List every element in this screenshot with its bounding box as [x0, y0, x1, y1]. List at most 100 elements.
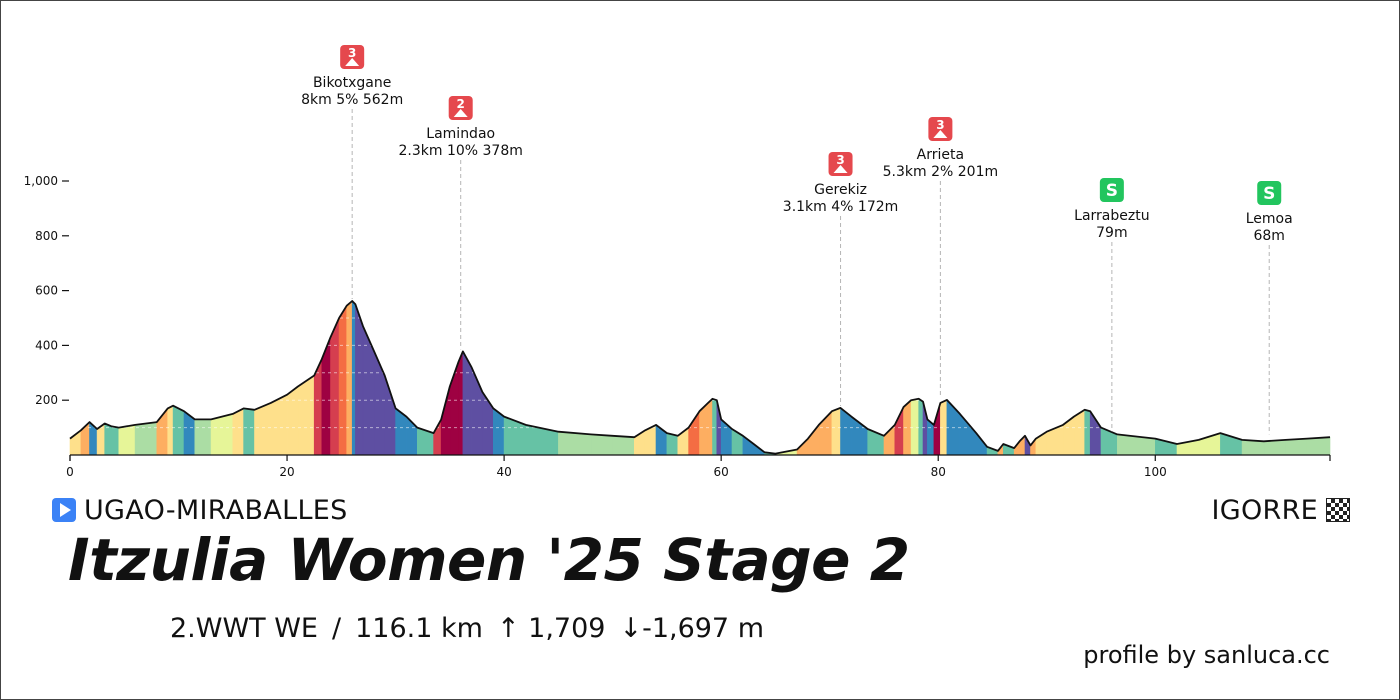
profile-segment — [330, 317, 340, 456]
race-class: 2.WWT WE — [170, 613, 318, 644]
profile-segment — [807, 424, 820, 456]
profile-segment — [194, 419, 212, 456]
profile-segment — [286, 385, 299, 456]
profile-segment — [831, 407, 841, 456]
profile-segment — [167, 405, 174, 456]
stats-separator: / — [332, 613, 342, 644]
climb-stats: 5.3km 2% 201m — [883, 164, 998, 180]
profile-segment — [270, 394, 288, 456]
climb-name: Lemoa — [1246, 211, 1293, 227]
profile-credit: profile by sanluca.cc — [1083, 641, 1330, 669]
climb-category-label: S — [1263, 184, 1275, 204]
y-tick-label: 1,000 — [24, 174, 58, 188]
start-label: UGAO-MIRABALLES — [84, 494, 348, 526]
mountain-icon — [345, 58, 360, 66]
profile-segment — [959, 413, 977, 456]
profile-segment — [1046, 424, 1064, 456]
climb-category-label: 3 — [348, 46, 356, 60]
mountain-icon — [453, 109, 468, 117]
climb-name: Bikotxgane — [313, 75, 391, 91]
climb-name: Lamindao — [426, 126, 495, 142]
profile-segment — [373, 350, 386, 456]
climb-category-label: 3 — [836, 153, 844, 167]
y-tick-label: 800 — [35, 229, 58, 243]
profile-segment — [1285, 438, 1308, 456]
profile-segment — [351, 300, 356, 456]
climb-name: Larrabeztu — [1074, 208, 1149, 224]
x-tick-label: 40 — [496, 465, 511, 479]
profile-segment — [1241, 439, 1265, 456]
profile-segment — [933, 402, 941, 456]
profile-segment — [458, 351, 464, 456]
climb-category-badge — [448, 96, 473, 120]
profile-segment — [118, 424, 136, 456]
climb-name: Arrieta — [917, 147, 964, 163]
profile-segment — [384, 375, 396, 456]
axes: 0 20 40 60 80 100 200 400 600 800 1,000 — [24, 174, 1331, 479]
profile-segment — [666, 432, 679, 456]
profile-segment — [590, 434, 613, 456]
profile-segment — [110, 425, 120, 456]
stage-stats: 2.WWT WE / 116.1 km ↑ 1,709 ↓-1,697 m — [170, 613, 764, 644]
climb-category-badge — [1099, 178, 1124, 202]
climb-stats: 79m — [1096, 225, 1127, 241]
finish-label: IGORRE — [1211, 494, 1318, 526]
climb-category-label: S — [1106, 181, 1118, 201]
checkered-flag-icon — [1326, 498, 1350, 522]
stage-title: Itzulia Women '25 Stage 2 — [68, 526, 910, 594]
climb-category-badge — [928, 117, 953, 141]
climb-category-label: 2 — [457, 97, 465, 111]
x-tick-label: 80 — [931, 465, 946, 479]
y-tick-label: 400 — [35, 338, 58, 352]
profile-segment — [104, 423, 112, 456]
profile-segment — [525, 424, 559, 456]
mountain-icon — [933, 130, 948, 138]
elevation-outline — [69, 300, 1331, 455]
profile-segment — [1084, 409, 1091, 456]
profile-segment — [688, 410, 700, 456]
x-tick-label: 60 — [714, 465, 729, 479]
profile-segment — [338, 304, 348, 456]
profile-segment — [712, 398, 718, 456]
profile-segment — [346, 300, 353, 456]
profile-segment — [440, 386, 451, 456]
profile-segment — [172, 405, 185, 456]
climb-category-badge — [1257, 181, 1282, 205]
y-tick-label: 600 — [35, 284, 58, 298]
start-flag-icon — [52, 498, 76, 522]
plot-area — [69, 300, 1331, 456]
start-location: UGAO-MIRABALLES — [52, 492, 348, 528]
climb-stats: 68m — [1253, 228, 1284, 244]
stage-distance: 116.1 km — [355, 613, 483, 644]
climb-category-badge — [828, 152, 853, 176]
profile-segment — [232, 407, 244, 456]
profile-segment — [707, 398, 713, 456]
profile-segment — [134, 421, 158, 456]
finish-location: IGORRE — [1211, 492, 1350, 528]
total-descent: ↓-1,697 m — [619, 613, 764, 644]
profile-segment — [910, 398, 920, 456]
climb-stats: 8km 5% 562m — [301, 92, 403, 108]
profile-segment — [254, 402, 272, 456]
profile-segment — [918, 398, 924, 456]
profile-segment — [210, 413, 234, 456]
total-ascent: ↑ 1,709 — [496, 613, 606, 644]
profile-segment — [1062, 415, 1075, 456]
x-tick-label: 20 — [279, 465, 294, 479]
climb-name: Gerekiz — [814, 182, 867, 198]
profile-segment — [1306, 436, 1331, 456]
profile-segment — [558, 431, 592, 456]
x-tick-label: 0 — [66, 465, 74, 479]
elevation-profile-chart: 0 20 40 60 80 100 200 400 600 800 1,000 3 Bikotxgan… — [24, 45, 1331, 479]
profile-segment — [503, 416, 527, 456]
climb-stats: 3.1km 4% 172m — [783, 199, 898, 215]
profile-segment — [742, 435, 755, 456]
profile-segment — [297, 374, 315, 456]
climb-category-label: 3 — [936, 118, 944, 132]
profile-segment — [355, 304, 364, 456]
profile-segment — [612, 435, 635, 456]
profile-segment — [462, 351, 472, 456]
climb-stats: 2.3km 10% 378m — [399, 143, 523, 159]
x-tick-label: 100 — [1144, 465, 1167, 479]
